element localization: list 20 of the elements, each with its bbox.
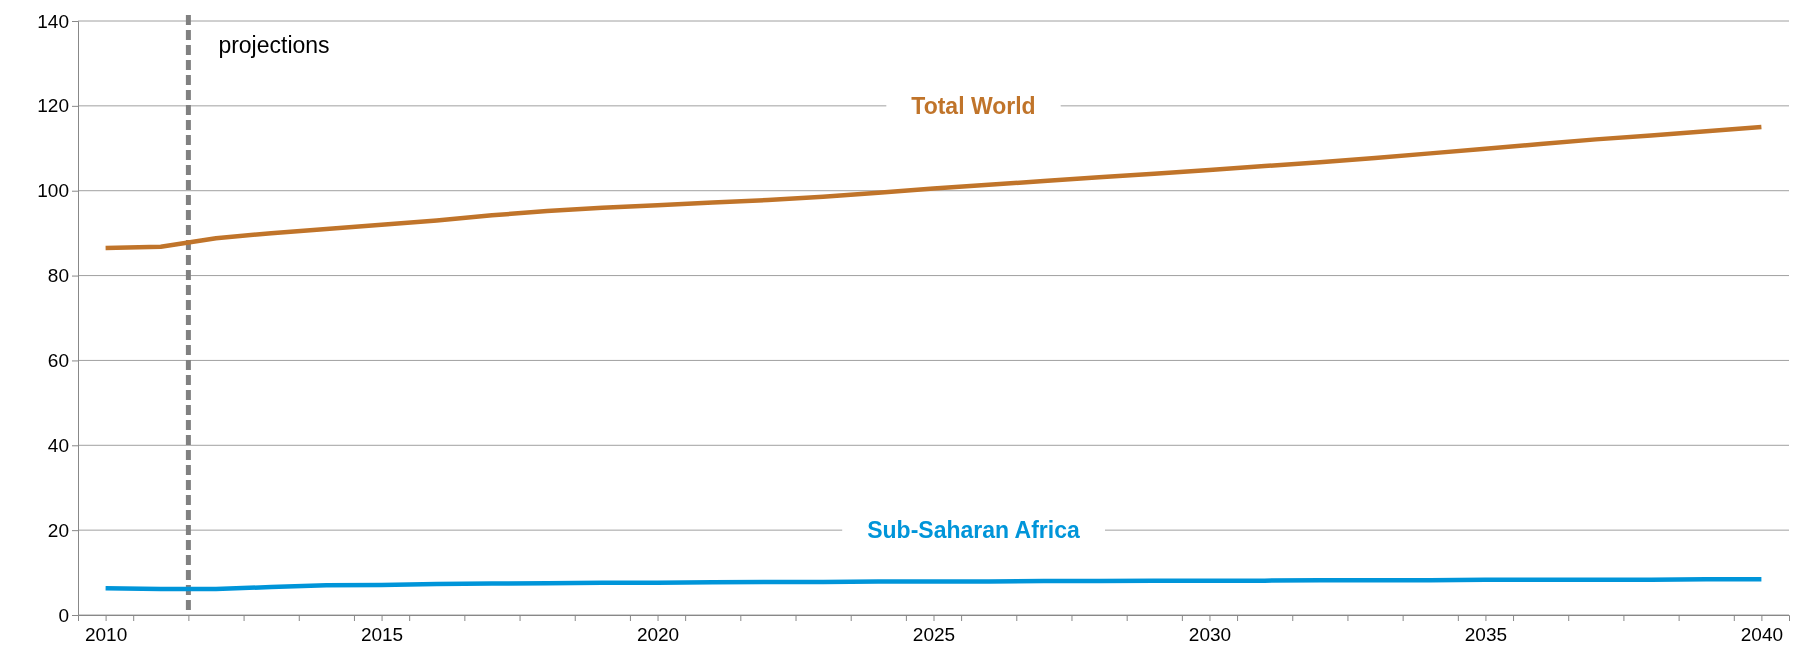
y-tick-label: 100 — [37, 180, 69, 202]
line-series — [103, 124, 1764, 251]
series-label: Sub-Saharan Africa — [867, 517, 1080, 544]
x-tick-label: 2030 — [1188, 624, 1232, 646]
x-tick-label: 2035 — [1464, 624, 1508, 646]
y-tick-label: 80 — [47, 265, 69, 287]
y-tick-label: 0 — [58, 604, 69, 626]
x-tick-label: 2040 — [1740, 624, 1784, 646]
x-tick-label: 2020 — [636, 624, 680, 646]
y-tick-label: 140 — [37, 10, 69, 32]
y-tick-label: 20 — [47, 519, 69, 541]
text: Total World — [911, 92, 1036, 119]
x-tick-label: 2010 — [84, 624, 128, 646]
x-tick-label: 2015 — [360, 624, 404, 646]
x-tick-label: 2025 — [912, 624, 956, 646]
ref-line-label: projections — [218, 32, 330, 58]
line-series — [103, 577, 1764, 592]
y-tick-label: 120 — [37, 95, 69, 117]
y-tick-label: 40 — [47, 434, 69, 456]
y-tick-label: 60 — [47, 350, 69, 372]
